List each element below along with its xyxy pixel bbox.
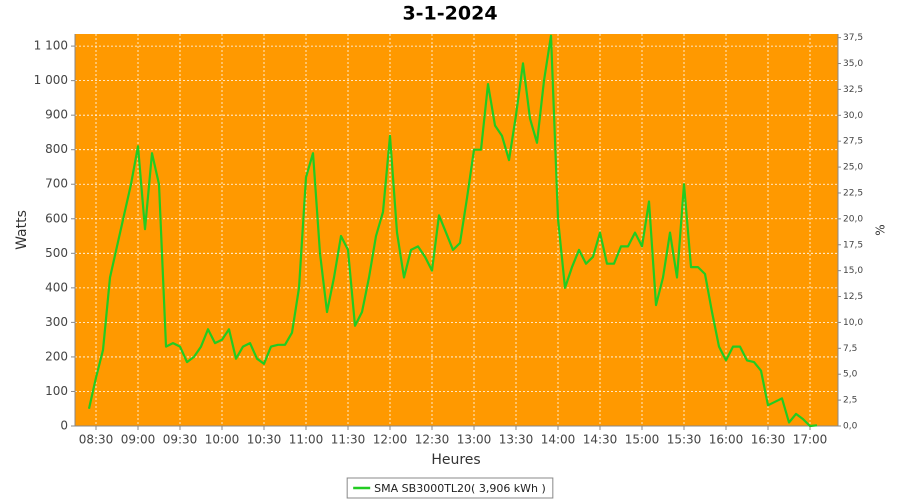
x-tick-label: 08:30 <box>79 433 114 447</box>
legend-label: SMA SB3000TL20( 3,906 kWh ) <box>374 482 546 495</box>
y-tick-label: 300 <box>45 315 68 329</box>
y2-tick-label: 32,5 <box>843 85 863 95</box>
y-tick-label: 600 <box>45 211 68 225</box>
y2-tick-label: 37,5 <box>843 33 863 43</box>
x-tick-label: 11:00 <box>289 433 324 447</box>
y2-tick-label: 7,5 <box>843 344 857 354</box>
y2-tick-label: 17,5 <box>843 240 863 250</box>
chart-title: 3-1-2024 <box>402 3 497 25</box>
y2-tick-label: 15,0 <box>843 266 863 276</box>
x-tick-label: 09:30 <box>163 433 198 447</box>
y2-tick-label: 27,5 <box>843 137 863 147</box>
x-tick-label: 14:00 <box>541 433 576 447</box>
y2-tick-label: 5,0 <box>843 370 858 380</box>
x-tick-label: 15:30 <box>667 433 702 447</box>
y-axis-label: Watts <box>14 210 30 250</box>
x-tick-label: 10:30 <box>247 433 282 447</box>
plot-area <box>75 34 838 426</box>
x-axis-label: Heures <box>431 452 480 468</box>
x-tick-label: 11:30 <box>331 433 366 447</box>
y2-tick-label: 12,5 <box>843 292 863 302</box>
legend-box <box>346 477 554 499</box>
y2-tick-label: 25,0 <box>843 163 863 173</box>
y-tick-label: 200 <box>45 349 68 363</box>
x-tick-label: 16:00 <box>709 433 744 447</box>
y2-tick-label: 20,0 <box>843 214 863 224</box>
y-tick-label: 1 100 <box>34 39 68 53</box>
y2-tick-label: 22,5 <box>843 188 863 198</box>
x-tick-label: 10:00 <box>205 433 240 447</box>
y-tick-label: 0 <box>60 419 68 433</box>
x-tick-label: 17:00 <box>793 433 828 447</box>
x-tick-label: 13:00 <box>457 433 492 447</box>
y-tick-label: 500 <box>45 246 68 260</box>
y2-tick-label: 10,0 <box>843 318 863 328</box>
y2-axis-label: % <box>874 224 888 235</box>
y2-tick-label: 2,5 <box>843 396 857 406</box>
x-tick-label: 15:00 <box>625 433 660 447</box>
x-tick-label: 12:30 <box>415 433 450 447</box>
x-tick-label: 14:30 <box>583 433 618 447</box>
y-tick-label: 900 <box>45 108 68 122</box>
y-tick-label: 700 <box>45 177 68 191</box>
x-tick-label: 09:00 <box>121 433 156 447</box>
y-tick-label: 400 <box>45 280 68 294</box>
legend: SMA SB3000TL20( 3,906 kWh ) <box>346 477 554 499</box>
data-line <box>87 34 818 428</box>
x-tick-label: 16:30 <box>751 433 786 447</box>
y-tick-label: 100 <box>45 384 68 398</box>
y-tick-label: 800 <box>45 142 68 156</box>
x-tick-label: 12:00 <box>373 433 408 447</box>
y2-tick-label: 30,0 <box>843 111 863 121</box>
y2-tick-label: 0,0 <box>843 422 858 432</box>
y2-tick-label: 35,0 <box>843 59 863 69</box>
x-tick-label: 13:30 <box>499 433 534 447</box>
y-tick-label: 1 000 <box>34 73 68 87</box>
